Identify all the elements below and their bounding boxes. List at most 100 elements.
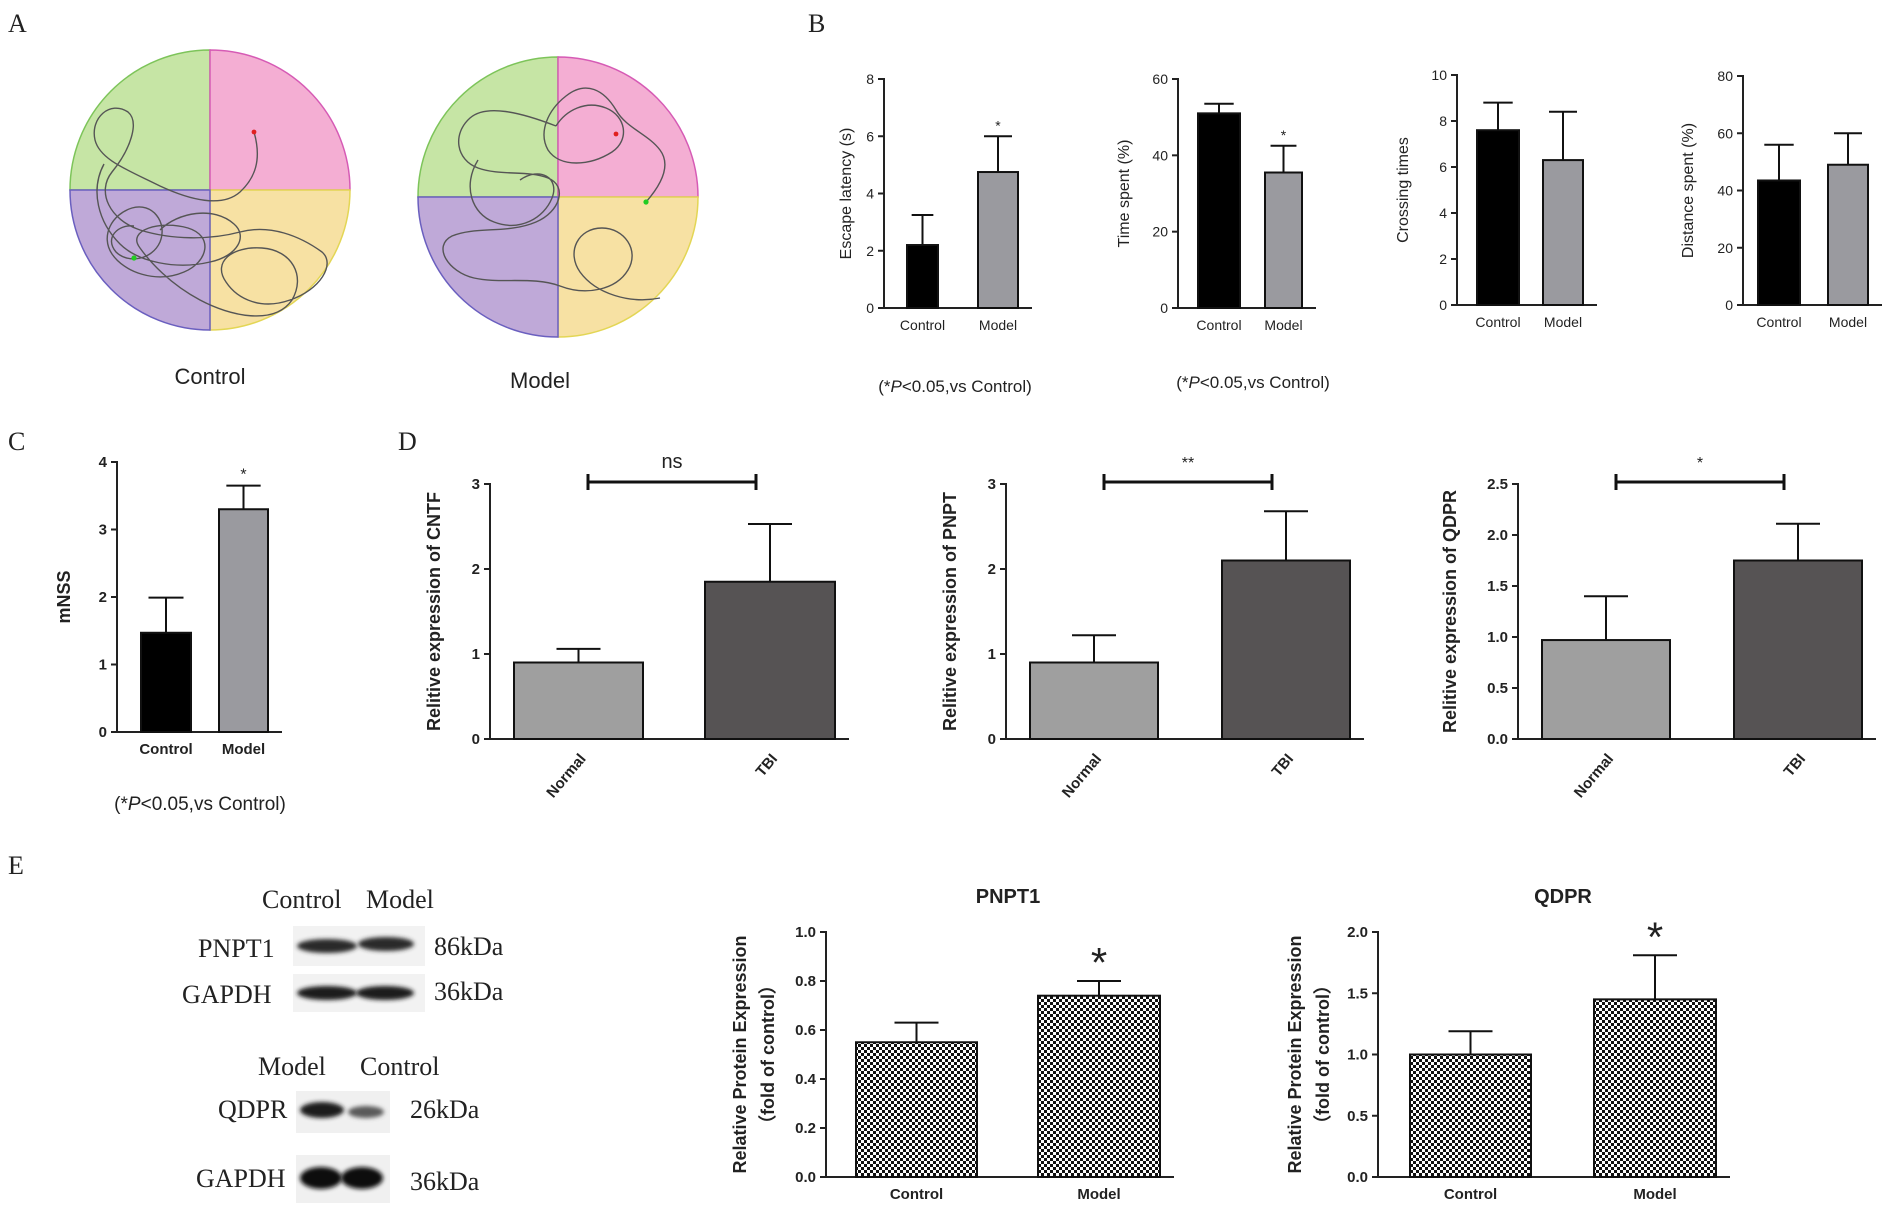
wb2-header-model: Model — [258, 1052, 326, 1081]
category-label: TBI — [753, 751, 782, 780]
panel-label-b: B — [808, 9, 825, 38]
chart-d-cntf: 0 1 2 3 Relitive expression of CNTF Normal TBI… — [424, 451, 849, 801]
maze-caption-model: Model — [510, 368, 570, 393]
chart-b-escape-latency: 0 2 4 6 8 Escape latency (s) Control * Model — [838, 71, 1032, 333]
y-axis-label: mNSS — [54, 570, 74, 623]
y-tick-label: 0 — [866, 300, 874, 316]
y-tick-label: 0 — [1439, 297, 1447, 313]
y-tick-label: 40 — [1152, 147, 1168, 163]
y-tick-label: 3 — [99, 522, 107, 539]
y-tick-label: 8 — [1439, 113, 1447, 129]
y-tick-label: 1 — [99, 657, 107, 674]
significance-star: * — [1091, 939, 1107, 986]
y-tick-label: 1.0 — [1487, 629, 1508, 646]
y-tick-label: 4 — [866, 186, 874, 202]
maze-control — [69, 49, 351, 331]
y-tick-label: 2.0 — [1487, 527, 1508, 544]
chart-b-crossing-times: 0 2 4 6 8 10 Crossing times Control Model — [1395, 67, 1597, 330]
y-tick-label: 1 — [988, 646, 996, 663]
y-axis-label: Crossing times — [1395, 137, 1412, 243]
panel-b-note-1: (*P<0.05,vs Control) — [878, 377, 1032, 396]
y-axis-label: Relative Protein Expression — [1285, 935, 1305, 1173]
wb2-size-36kda: 36kDa — [410, 1167, 480, 1196]
y-tick-label: 0.0 — [1487, 731, 1508, 748]
swim-path — [93, 107, 328, 317]
bar-control — [1197, 112, 1241, 309]
y-tick-label: 1.5 — [1487, 578, 1508, 595]
y-tick-label: 6 — [1439, 159, 1447, 175]
category-label: Model — [1264, 317, 1302, 333]
panel-label-a: A — [8, 9, 27, 38]
maze-caption-control: Control — [175, 364, 246, 389]
bar-tbi — [704, 580, 836, 740]
y-tick-label: 2 — [866, 243, 874, 259]
swim-path — [442, 87, 666, 301]
panel-label-e: E — [8, 851, 24, 880]
quadrant-se — [209, 189, 351, 331]
wb1-label-gapdh: GAPDH — [182, 980, 272, 1009]
bar-normal — [1029, 661, 1159, 740]
quadrant-ne — [557, 56, 699, 198]
band-gapdh1-model — [356, 986, 414, 1000]
y-axis-label-2: （fold of control） — [758, 976, 778, 1133]
panel-a-maze: Control Model — [69, 49, 699, 393]
y-tick-label: 4 — [1439, 205, 1447, 221]
category-label: Control — [890, 1186, 943, 1203]
y-tick-label: 0.6 — [795, 1022, 816, 1039]
y-tick-label: 1.0 — [795, 924, 816, 941]
y-tick-label: 0.5 — [1487, 680, 1508, 697]
quadrant-se — [557, 196, 699, 338]
y-tick-label: 6 — [866, 128, 874, 144]
category-label: Model — [1633, 1186, 1676, 1203]
y-tick-label: 2 — [472, 561, 480, 578]
category-label: Model — [1077, 1186, 1120, 1203]
category-label: Normal — [543, 751, 589, 802]
y-tick-label: 20 — [1152, 224, 1168, 240]
western-blot-1: Control Model PNPT1 GAPDH 86kDa 36kDa — [182, 885, 504, 1012]
y-tick-label: 60 — [1717, 125, 1733, 141]
quadrant-nw — [417, 56, 559, 198]
wb2-header-control: Control — [360, 1052, 439, 1081]
category-label: Control — [139, 741, 192, 758]
y-tick-label: 0.0 — [1347, 1169, 1368, 1186]
bar-control — [855, 1041, 978, 1178]
bar-control — [1757, 179, 1801, 306]
bar-normal — [513, 661, 644, 740]
y-tick-label: 2 — [99, 589, 107, 606]
y-tick-label: 0.8 — [795, 973, 816, 990]
y-tick-label: 1.0 — [1347, 1047, 1368, 1064]
quadrant-sw — [69, 189, 211, 331]
y-axis-label: Escape latency (s) — [838, 128, 855, 260]
panel-b-note-2: (*P<0.05,vs Control) — [1176, 373, 1330, 392]
significance-star: * — [1281, 127, 1287, 143]
wb2-size-26kda: 26kDa — [410, 1095, 480, 1124]
bar-model — [1037, 994, 1161, 1179]
band-qdpr-control — [348, 1106, 384, 1118]
significance-star: * — [995, 117, 1001, 133]
y-tick-label: 0 — [99, 724, 107, 741]
bar-model — [218, 508, 269, 733]
chart-d-qdpr: 0.0 0.5 1.0 1.5 2.0 2.5 Relitive expression of… — [1440, 455, 1876, 801]
wb2-label-gapdh: GAPDH — [196, 1164, 286, 1193]
category-label: Control — [1756, 314, 1801, 330]
band-qdpr-model — [300, 1102, 344, 1118]
chart-b-distance-spent: 0 20 40 60 80 Distance spent (%) Control Model — [1680, 68, 1882, 330]
quadrant-nw — [69, 49, 211, 191]
band-gapdh2-model — [300, 1167, 342, 1189]
end-dot — [131, 255, 137, 261]
bar-normal — [1541, 639, 1671, 740]
y-tick-label: 0 — [1160, 300, 1168, 316]
panel-c-note: (*P<0.05,vs Control) — [114, 794, 286, 815]
bar-model — [1542, 159, 1584, 306]
bar-control — [1476, 129, 1520, 306]
y-axis-label: Relitive expression of QDPR — [1440, 490, 1460, 733]
start-dot — [613, 131, 619, 137]
bar-model — [1264, 171, 1303, 309]
y-tick-label: 8 — [866, 71, 874, 87]
wb1-label-pnpt1: PNPT1 — [198, 934, 275, 963]
y-tick-label: 0 — [472, 731, 480, 748]
y-tick-label: 20 — [1717, 240, 1733, 256]
band-pnpt1-model — [358, 937, 414, 951]
maze-model — [417, 56, 699, 338]
panel-label-d: D — [398, 427, 417, 456]
